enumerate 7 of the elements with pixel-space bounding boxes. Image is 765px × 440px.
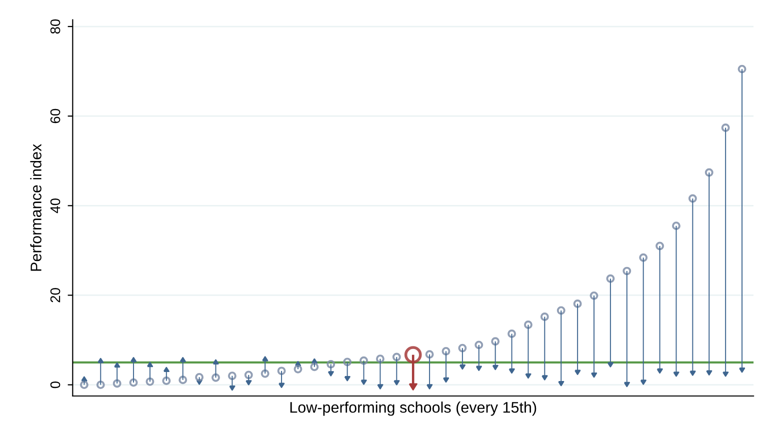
- y-tick-label: 0: [50, 381, 60, 388]
- x-axis-title: Low-performing schools (every 15th): [290, 402, 536, 416]
- y-tick-label: 40: [50, 198, 60, 214]
- y-tick-label: 20: [50, 288, 60, 302]
- y-tick-label: 80: [50, 19, 60, 34]
- y-tick-label: 60: [50, 108, 60, 124]
- y-axis-title: Performance index: [30, 144, 42, 271]
